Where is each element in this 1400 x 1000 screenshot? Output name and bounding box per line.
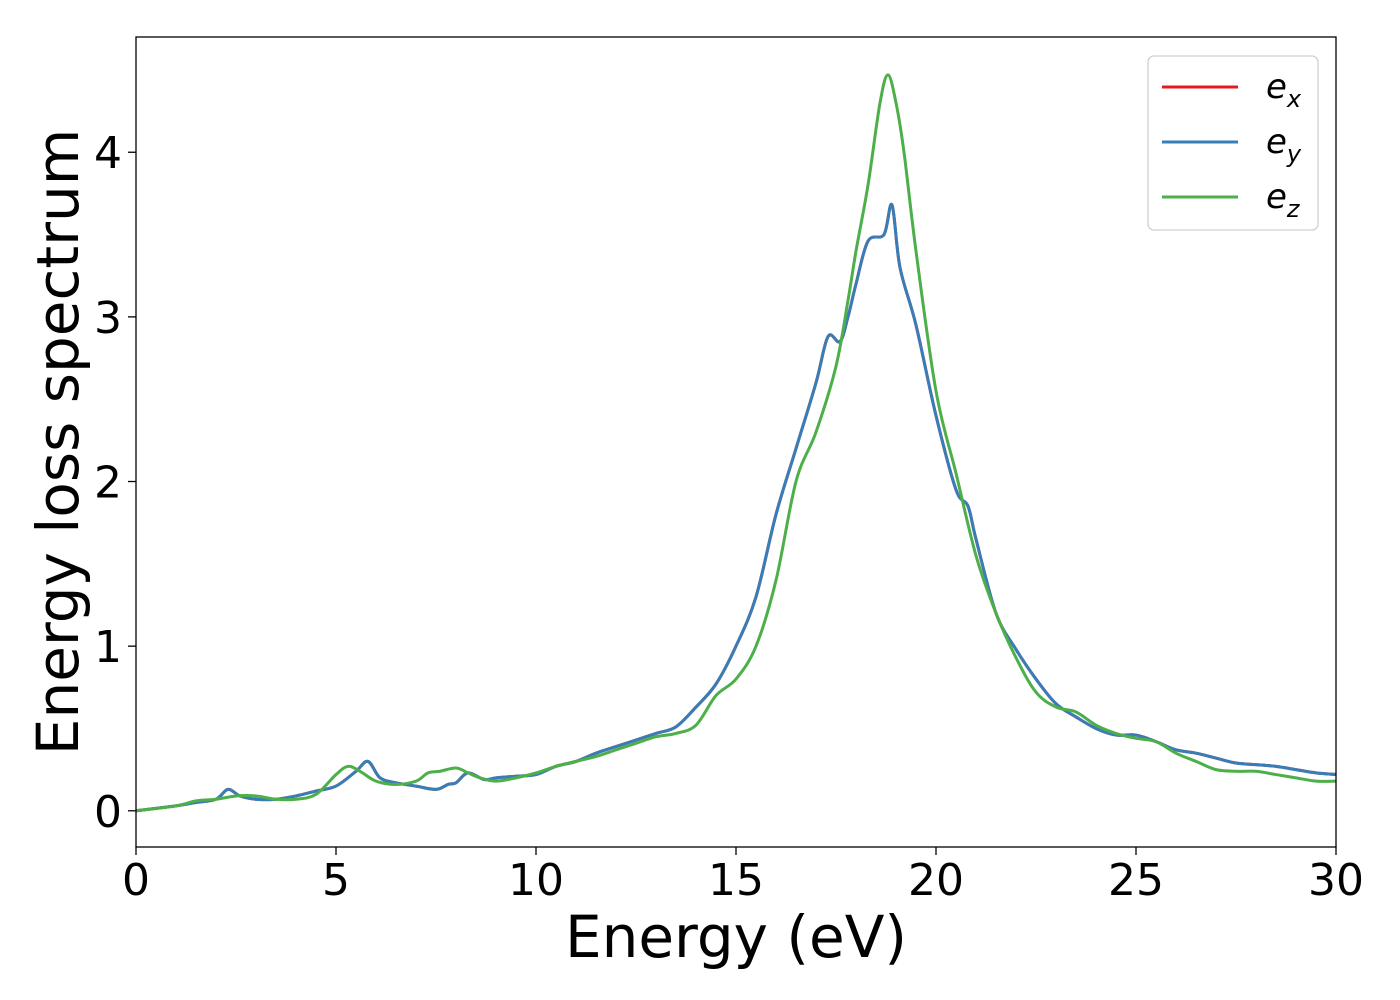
- x-tick-label: 25: [1108, 855, 1164, 906]
- plot-series: [136, 73, 1336, 813]
- x-tick-label: 5: [322, 855, 350, 906]
- y-tick-label: 4: [94, 128, 122, 179]
- legend: ex ey ez: [1147, 55, 1319, 231]
- x-tick-label: 0: [122, 855, 150, 906]
- x-tick-label: 20: [908, 855, 964, 906]
- y-axis-ticks: 0 1 2 3 4: [94, 128, 136, 838]
- y-axis-label: Energy loss spectrum: [24, 129, 92, 755]
- series-line-y: [136, 202, 1336, 813]
- y-tick-label: 2: [94, 458, 122, 509]
- x-tick-label: 15: [708, 855, 764, 906]
- x-axis-label: Energy (eV): [565, 903, 907, 971]
- x-axis-ticks: 0 5 10 15 20 25 30: [122, 847, 1364, 906]
- y-tick-label: 3: [94, 293, 122, 344]
- y-tick-label: 0: [94, 787, 122, 838]
- legend-label-y: ey: [1266, 122, 1302, 168]
- legend-label-z: ez: [1266, 177, 1301, 223]
- x-tick-label: 30: [1308, 855, 1364, 906]
- series-line-z: [136, 73, 1336, 813]
- x-tick-label: 10: [508, 855, 564, 906]
- legend-label-x: ex: [1266, 67, 1302, 113]
- y-tick-label: 1: [94, 622, 122, 673]
